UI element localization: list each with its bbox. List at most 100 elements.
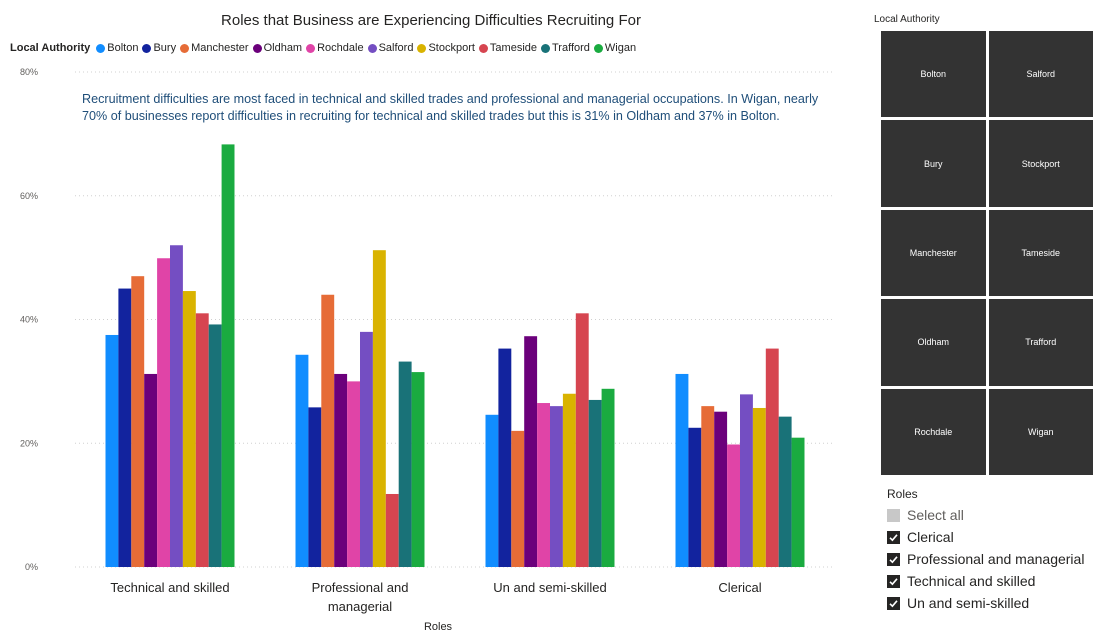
legend-label: Bury [153, 42, 177, 54]
select-all-checkbox[interactable]: Select all [887, 504, 1084, 526]
legend-label: Oldham [263, 42, 303, 54]
slicer-tile-salford[interactable]: Salford [988, 31, 1093, 118]
bar-bury-2[interactable] [498, 348, 512, 567]
slicer-tile-stockport[interactable]: Stockport [988, 120, 1093, 207]
bar-manchester-2[interactable] [511, 430, 525, 567]
bar-bury-1[interactable] [308, 407, 322, 567]
y-tick-label: 40% [20, 315, 38, 325]
bar-salford-2[interactable] [550, 406, 563, 567]
bar-rochdale-3[interactable] [727, 444, 740, 567]
role-option-label: Clerical [907, 529, 954, 545]
bar-manchester-0[interactable] [131, 276, 145, 567]
role-option[interactable]: Professional and managerial [887, 548, 1084, 570]
x-axis-title: Roles [424, 621, 453, 633]
slicer-tile-tameside[interactable]: Tameside [988, 209, 1093, 297]
legend-label: Bolton [107, 42, 139, 54]
role-option-label: Un and semi-skilled [907, 595, 1030, 611]
y-tick-label: 20% [20, 438, 38, 448]
bar-bolton-0[interactable] [105, 334, 119, 567]
legend-marker [593, 43, 603, 53]
chart-title: Roles that Business are Experiencing Dif… [221, 12, 641, 29]
legend-item-tameside[interactable]: Tameside [478, 42, 537, 54]
legend-label: Trafford [552, 42, 590, 54]
bar-stockport-0[interactable] [182, 291, 196, 567]
x-tick-label: Un and semi-skilled [493, 580, 606, 595]
role-option[interactable]: Un and semi-skilled [887, 592, 1084, 614]
bar-wigan-1[interactable] [411, 372, 425, 567]
bar-wigan-3[interactable] [791, 437, 805, 567]
bar-stockport-2[interactable] [562, 393, 576, 567]
bar-bolton-3[interactable] [675, 373, 689, 567]
legend-marker [306, 43, 316, 53]
bar-trafford-0[interactable] [208, 324, 222, 567]
legend-item-rochdale[interactable]: Rochdale [306, 42, 364, 54]
legend-marker [478, 43, 488, 53]
x-tick-label: Technical and skilled [110, 580, 229, 595]
bar-tameside-3[interactable] [765, 348, 779, 567]
bar-salford-3[interactable] [740, 394, 753, 567]
legend-item-manchester[interactable]: Manchester [180, 42, 249, 54]
role-option[interactable]: Clerical [887, 526, 1084, 548]
role-option[interactable]: Technical and skilled [887, 570, 1084, 592]
bar-bolton-2[interactable] [485, 414, 499, 567]
legend-item-salford[interactable]: Salford [367, 42, 414, 54]
legend-item-stockport[interactable]: Stockport [417, 42, 475, 54]
bar-rochdale-2[interactable] [537, 403, 550, 567]
bar-oldham-3[interactable] [714, 411, 728, 567]
legend-item-bolton[interactable]: Bolton [96, 42, 138, 54]
bar-oldham-2[interactable] [524, 336, 538, 567]
y-tick-label: 0% [25, 562, 38, 572]
legend-marker [180, 43, 190, 53]
legend-item-wigan[interactable]: Wigan [593, 42, 637, 54]
legend-marker [96, 43, 106, 53]
role-option-label: Professional and managerial [907, 551, 1085, 567]
roles-slicer: Select all Clerical Professional and manag… [887, 504, 1084, 614]
bar-stockport-1[interactable] [372, 250, 386, 567]
bar-tameside-2[interactable] [575, 313, 589, 567]
chart-annotation: Recruitment difficulties are most faced … [82, 92, 819, 123]
legend-item-trafford[interactable]: Trafford [541, 42, 590, 54]
bar-chart: 0% 20% 40% 60% 80% Technical and skilled Profe… [20, 67, 835, 633]
legend-item-bury[interactable]: Bury [142, 42, 176, 54]
x-tick-label: Clerical [718, 580, 761, 595]
role-option-label: Select all [907, 507, 964, 523]
slicer-tile-bury[interactable]: Bury [881, 120, 986, 207]
bar-tameside-0[interactable] [195, 313, 209, 567]
legend-label: Salford [378, 42, 414, 54]
legend-marker [367, 43, 377, 53]
legend-marker [252, 43, 262, 53]
bar-bolton-1[interactable] [295, 354, 309, 567]
bar-rochdale-0[interactable] [157, 258, 170, 567]
legend-item-oldham[interactable]: Oldham [252, 42, 303, 54]
slicer-tile-oldham[interactable]: Oldham [881, 299, 986, 386]
slicer-tile-bolton[interactable]: Bolton [881, 31, 986, 118]
checkbox-checked-icon [887, 574, 900, 588]
bar-oldham-0[interactable] [144, 373, 158, 567]
bar-manchester-1[interactable] [321, 294, 335, 567]
local-authority-slicer: Bolton Salford Bury Stockport Manchester Tame… [881, 31, 1093, 475]
checkbox-checked-icon [887, 530, 900, 544]
legend-label: Stockport [428, 42, 475, 54]
slicer-tile-rochdale[interactable]: Rochdale [881, 388, 986, 475]
bar-bury-0[interactable] [118, 288, 132, 567]
legend-marker [142, 43, 152, 53]
slicer-tile-wigan[interactable]: Wigan [988, 388, 1093, 475]
bar-trafford-2[interactable] [588, 399, 602, 567]
role-option-label: Technical and skilled [907, 573, 1036, 589]
bar-rochdale-1[interactable] [347, 381, 360, 567]
slicer-tile-manchester[interactable]: Manchester [881, 209, 986, 297]
local-authority-slicer-title: Local Authority [874, 14, 940, 25]
bar-wigan-2[interactable] [601, 388, 615, 567]
slicer-tile-trafford[interactable]: Trafford [988, 299, 1093, 386]
bar-oldham-1[interactable] [334, 373, 348, 567]
bar-trafford-3[interactable] [778, 416, 792, 567]
bar-manchester-3[interactable] [701, 406, 715, 567]
legend-label: Wigan [604, 42, 637, 54]
bar-tameside-1[interactable] [385, 493, 399, 567]
bar-trafford-1[interactable] [398, 361, 412, 567]
bar-bury-3[interactable] [688, 427, 702, 567]
bar-salford-1[interactable] [360, 331, 373, 567]
bar-stockport-3[interactable] [752, 407, 766, 567]
bar-salford-0[interactable] [170, 245, 183, 567]
bar-wigan-0[interactable] [221, 144, 235, 568]
